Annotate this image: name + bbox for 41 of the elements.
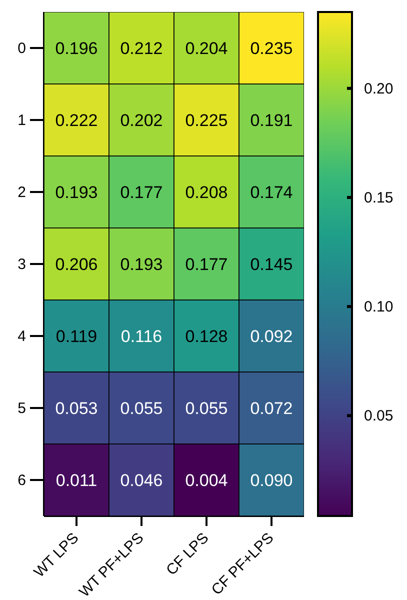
- data-label: 0.145: [250, 255, 293, 274]
- y-tick-label: 4: [18, 328, 26, 345]
- data-label: 0.174: [250, 183, 293, 202]
- color-bar-label: 0.10: [364, 298, 394, 316]
- data-label: 0.235: [250, 39, 293, 58]
- data-label: 0.204: [185, 39, 228, 58]
- data-label: 0.202: [120, 111, 163, 130]
- y-tick-label: 0: [18, 40, 26, 57]
- data-label: 0.092: [250, 327, 293, 346]
- data-label: 0.116: [120, 327, 162, 346]
- data-label: 0.208: [185, 183, 228, 202]
- data-label: 0.206: [55, 255, 98, 274]
- y-tick-label: 6: [18, 472, 26, 489]
- color-bar-label: 0.20: [364, 80, 394, 98]
- data-label: 0.222: [55, 111, 98, 130]
- y-tick-label: 1: [18, 112, 26, 129]
- data-label: 0.090: [250, 471, 293, 490]
- data-label: 0.053: [55, 399, 98, 418]
- y-tick-label: 2: [18, 184, 26, 201]
- x-tick-label: WT LPS: [30, 530, 82, 581]
- y-tick-label: 5: [18, 400, 26, 417]
- color-bar-label: 0.15: [364, 189, 394, 206]
- data-label: 0.177: [185, 255, 228, 274]
- data-label: 0.004: [185, 471, 228, 490]
- x-tick-label: CF LPS: [163, 530, 212, 579]
- data-label: 0.193: [120, 255, 163, 274]
- data-label: 0.011: [56, 471, 98, 490]
- data-label: 0.072: [250, 399, 293, 418]
- data-label: 0.119: [56, 327, 98, 346]
- color-bar-label: 0.05: [364, 408, 394, 425]
- data-label: 0.196: [55, 39, 98, 58]
- data-label: 0.055: [185, 399, 228, 418]
- data-label: 0.225: [185, 111, 228, 130]
- data-label: 0.177: [120, 183, 163, 202]
- data-label: 0.193: [55, 183, 98, 202]
- data-label: 0.191: [250, 111, 293, 130]
- data-label: 0.055: [120, 399, 163, 418]
- data-label: 0.128: [185, 327, 228, 346]
- data-label: 0.046: [120, 471, 163, 490]
- data-label: 0.212: [120, 39, 163, 58]
- y-tick-label: 3: [18, 256, 26, 273]
